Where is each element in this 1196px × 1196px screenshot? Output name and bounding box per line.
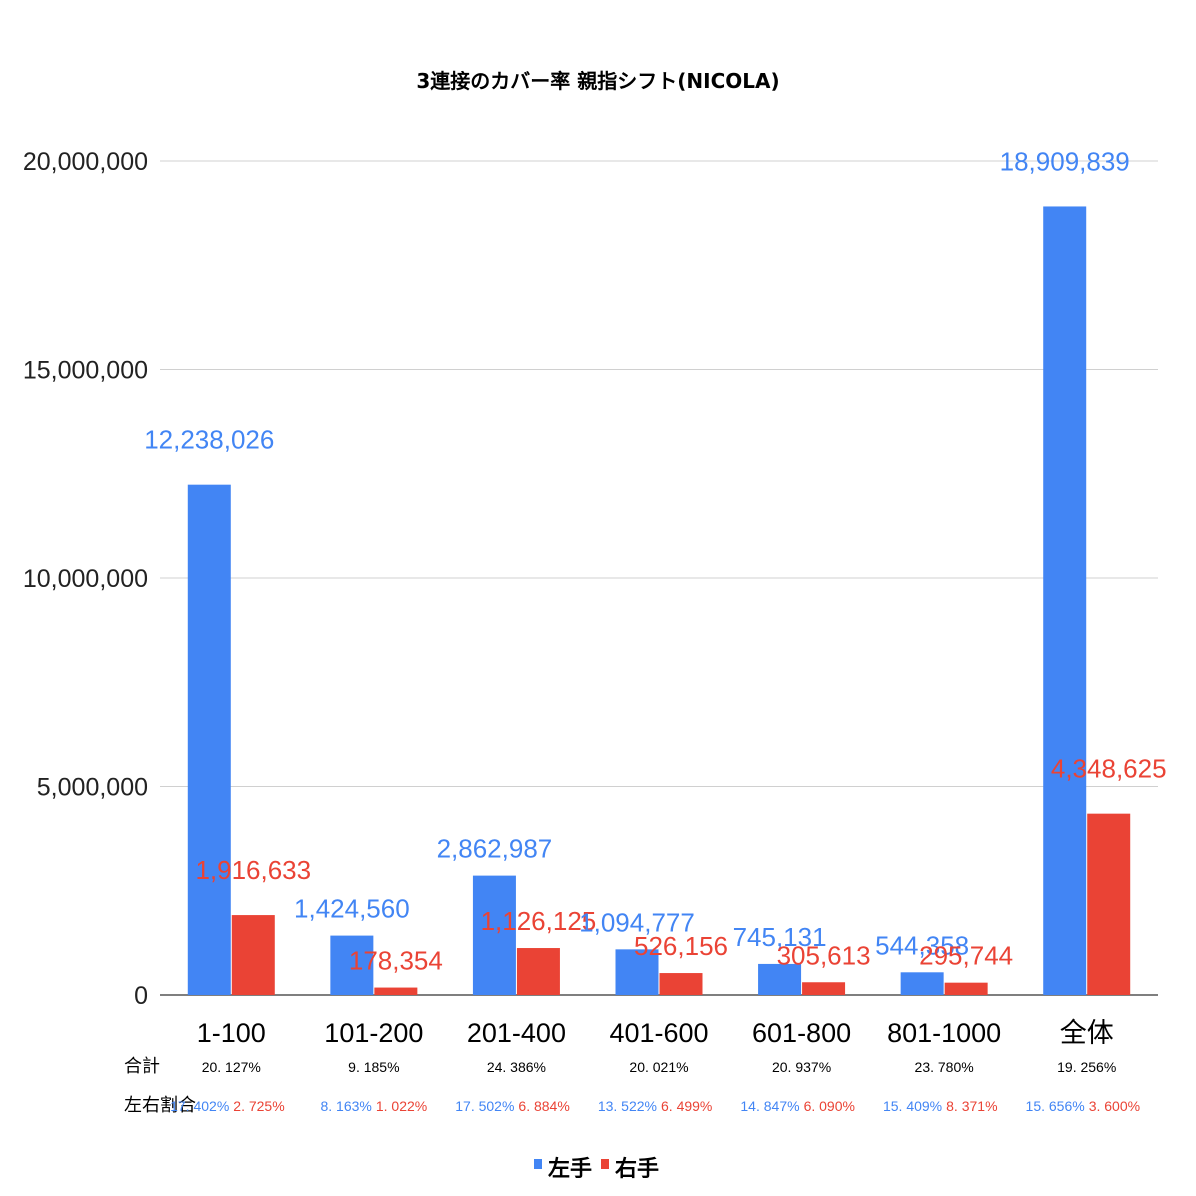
bars [187, 206, 1131, 995]
total-percent: 20. 127% [202, 1059, 261, 1075]
bar-right-6 [944, 982, 988, 995]
x-tick-label: 601-800 [752, 1018, 851, 1048]
data-label-left-7: 18,909,839 [1000, 146, 1130, 176]
bar-right-5 [802, 982, 846, 995]
legend-swatch-right [601, 1159, 609, 1169]
data-label-right-1: 1,916,633 [195, 855, 311, 885]
left-ratio: 13. 522% [598, 1098, 657, 1114]
left-ratio: 17. 402% [170, 1098, 229, 1114]
data-label-right-7: 4,348,625 [1051, 754, 1167, 784]
total-percent: 20. 937% [772, 1059, 831, 1075]
right-ratio: 3. 600% [1089, 1098, 1140, 1114]
right-ratio: 2. 725% [233, 1098, 284, 1114]
data-label-left-6: 544,358 [875, 930, 969, 960]
x-tick-label: 401-600 [609, 1018, 708, 1048]
bar-left-7 [1043, 206, 1087, 995]
left-ratio: 8. 163% [320, 1098, 371, 1114]
y-tick-label: 0 [134, 982, 148, 1010]
bar-right-4 [659, 973, 703, 995]
bar-left-5 [758, 963, 802, 995]
y-axis: 0 5,000,000 10,000,000 15,000,000 20,000,000 [23, 148, 148, 1010]
data-label-right-5: 305,613 [777, 940, 871, 970]
bar-left-3 [472, 875, 516, 995]
legend-label-right: 右手 [615, 1157, 659, 1182]
x-tick-label: 801-1000 [887, 1018, 1001, 1048]
right-ratio: 6. 499% [661, 1098, 712, 1114]
right-ratio: 6. 884% [518, 1098, 569, 1114]
total-percent: 19. 256% [1057, 1059, 1116, 1075]
legend-label-left: 左手 [548, 1156, 592, 1182]
bar-right-3 [516, 948, 560, 995]
y-tick-label: 10,000,000 [23, 565, 148, 593]
bar-right-1 [231, 915, 275, 995]
data-label-left-5: 745,131 [733, 922, 827, 952]
data-label-left-4: 1,094,777 [579, 907, 695, 937]
data-labels: 12,238,026 1,916,633 1,424,560 178,354 2,862… [144, 146, 1166, 975]
x-tick-label: 全体 [1060, 1018, 1114, 1048]
y-tick-label: 5,000,000 [37, 774, 148, 802]
legend: 左手 右手 [534, 1156, 659, 1182]
x-tick-label: 201-400 [467, 1018, 566, 1048]
y-tick-label: 15,000,000 [23, 357, 148, 385]
right-ratio: 1. 022% [376, 1098, 427, 1114]
ratio-row-label: 左右割合 [124, 1095, 196, 1116]
legend-swatch-left [534, 1159, 542, 1169]
y-tick-label: 20,000,000 [23, 148, 148, 176]
x-axis: 1-100 101-200 201-400 401-600 601-800 801-100… [197, 1018, 1114, 1048]
data-label-right-6: 295,744 [919, 941, 1013, 971]
total-percent: 23. 780% [915, 1059, 974, 1075]
right-ratio: 8. 371% [946, 1098, 997, 1114]
left-ratio: 15. 656% [1026, 1098, 1085, 1114]
total-percent: 24. 386% [487, 1059, 546, 1075]
bar-left-4 [615, 949, 659, 995]
bar-left-1 [187, 484, 231, 995]
data-label-left-1: 12,238,026 [144, 425, 274, 455]
bar-right-2 [374, 987, 418, 995]
stats-table: 合計 左右割合 20. 127% 17. 402% 2. 725% 9. 185% 8.… [124, 1056, 1140, 1116]
data-label-right-3: 1,126,125 [481, 906, 597, 936]
total-row-label: 合計 [124, 1056, 160, 1077]
data-label-left-2: 1,424,560 [294, 894, 410, 924]
chart-title: 3連接のカバー率 親指シフト(NICOLA) [416, 69, 779, 93]
x-tick-label: 101-200 [324, 1018, 423, 1048]
data-label-right-4: 526,156 [634, 931, 728, 961]
left-ratio: 14. 847% [740, 1098, 799, 1114]
left-ratio: 17. 502% [455, 1098, 514, 1114]
data-label-right-2: 178,354 [349, 946, 443, 976]
gridlines [160, 160, 1158, 996]
x-tick-label: 1-100 [197, 1018, 266, 1048]
data-label-left-3: 2,862,987 [437, 834, 553, 864]
total-percent: 9. 185% [348, 1059, 399, 1075]
left-ratio: 15. 409% [883, 1098, 942, 1114]
bar-left-2 [330, 935, 374, 995]
bar-left-6 [900, 972, 944, 995]
bar-right-7 [1087, 813, 1131, 995]
right-ratio: 6. 090% [804, 1098, 855, 1114]
total-percent: 20. 021% [629, 1059, 688, 1075]
